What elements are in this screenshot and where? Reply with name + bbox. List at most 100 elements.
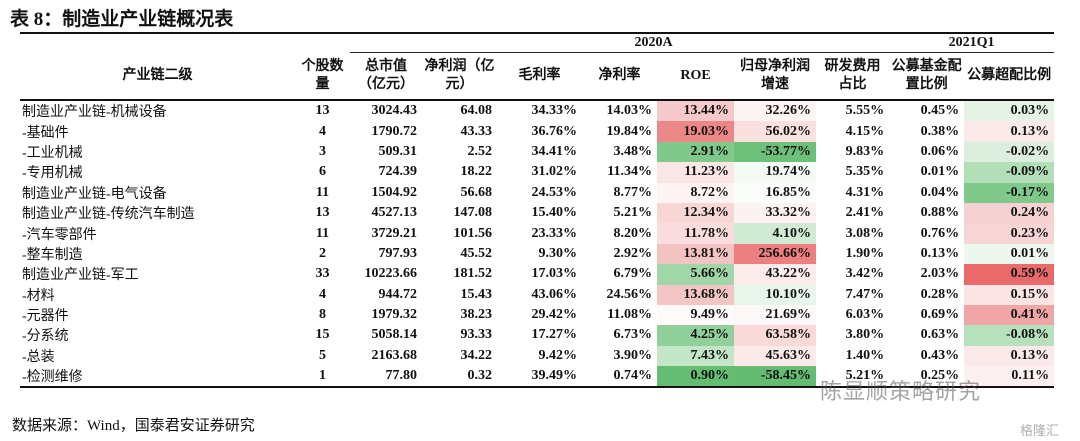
- column-header: 公募超配比例: [964, 52, 1055, 101]
- table-cell: 0.76%: [920, 225, 960, 241]
- table-cell: 33: [315, 266, 330, 282]
- table-cell: 1: [319, 368, 326, 384]
- table-cell: 6.79%: [613, 266, 653, 282]
- table-cell: 24.53%: [531, 184, 578, 200]
- table-cell: 4.25%: [657, 325, 734, 346]
- table-cell: 17.27%: [531, 327, 578, 343]
- table-cell: 15: [315, 327, 330, 343]
- table-cell: 9.49%: [657, 304, 734, 326]
- table-row: -材料 4 944.72 15.43 43.06% 24.56% 13.68% 10.10% 7…: [20, 284, 1055, 305]
- table-cell: 3.48%: [613, 143, 653, 159]
- table-cell: 8.77%: [613, 184, 653, 200]
- table-cell: -0.17%: [964, 182, 1055, 203]
- table-cell: 9.30%: [538, 245, 578, 261]
- table-cell: 9.83%: [845, 143, 885, 159]
- table-cell: 64.08: [460, 103, 493, 119]
- table-cell: -58.45%: [734, 366, 816, 388]
- table-cell: 8: [319, 307, 326, 323]
- table-cell: 0.04%: [920, 184, 960, 200]
- table-cell: 0.69%: [920, 307, 960, 323]
- table-cell: 56.02%: [734, 121, 816, 142]
- table-cell: 1979.32: [371, 307, 418, 323]
- table-cell: 0.28%: [920, 286, 960, 302]
- table-cell: 5.35%: [845, 164, 885, 180]
- table-cell: 7.43%: [657, 345, 734, 367]
- table-cell: -元器件: [22, 309, 69, 325]
- table-cell: 63.58%: [734, 325, 816, 346]
- table-cell: 10.10%: [734, 284, 816, 305]
- table-cell: 0.03%: [964, 100, 1055, 122]
- table-cell: 11.08%: [607, 307, 652, 323]
- table-header: 2020A 2021Q1 产业链二级 个股数量 总市值（亿元） 净利润（亿元） 毛利率净…: [20, 33, 1055, 101]
- table-cell: 制造业产业链-军工: [22, 268, 139, 284]
- group-header: 2021Q1: [889, 33, 1055, 53]
- table-cell: 5.55%: [845, 103, 885, 119]
- column-header: 归母净利润增速: [734, 52, 816, 101]
- table-cell: 15.43: [460, 286, 493, 302]
- table-row: -总装 5 2163.68 34.22 9.42% 3.90% 7.43% 45.63% 1.4…: [20, 345, 1055, 367]
- table-cell: 5: [319, 347, 326, 363]
- table-cell: 3024.43: [371, 103, 418, 119]
- table-row: -检测维修 1 77.80 0.32 39.49% 0.74% 0.90% -58.45% 5.…: [20, 366, 1055, 388]
- table-cell: 3: [319, 143, 326, 159]
- table-cell: 43.06%: [531, 286, 578, 302]
- table-cell: 724.39: [378, 164, 418, 180]
- table-cell: 6.03%: [845, 307, 885, 323]
- column-row: 产业链二级 个股数量 总市值（亿元） 净利润（亿元） 毛利率 净利率 ROE 归母净利润增速研…: [20, 52, 1055, 101]
- table-cell: 3.90%: [613, 347, 653, 363]
- table-row: 制造业产业链-传统汽车制造 13 4527.13 147.08 15.40% 5.21% 1…: [20, 202, 1055, 224]
- table-cell: 36.76%: [531, 123, 578, 139]
- table-cell: 7.47%: [845, 286, 885, 302]
- table-cell: 5.66%: [657, 264, 734, 285]
- table-cell: 2: [319, 245, 326, 261]
- table-cell: 181.52: [453, 266, 493, 282]
- table-row: 制造业产业链-电气设备 11 1504.92 56.68 24.53% 8.77% 8.72…: [20, 182, 1055, 203]
- table-cell: 6.73%: [613, 327, 653, 343]
- table-cell: 8.20%: [613, 225, 653, 241]
- watermark: 陈显顺策略研究: [820, 380, 982, 405]
- table-cell: 0.90%: [657, 366, 734, 388]
- table-cell: 8.72%: [657, 182, 734, 203]
- table-cell: 32.26%: [734, 100, 816, 122]
- table-cell: 4527.13: [371, 205, 418, 221]
- table-cell: 0.41%: [964, 304, 1055, 326]
- table-cell: 13: [315, 103, 330, 119]
- table-cell: -材料: [22, 288, 55, 304]
- table-cell: -基础件: [22, 125, 69, 141]
- table-cell: 34.41%: [531, 143, 578, 159]
- table-cell: 1504.92: [371, 184, 418, 200]
- table-cell: 1790.72: [371, 123, 418, 139]
- table-cell: 147.08: [453, 205, 493, 221]
- table-cell: -汽车零部件: [22, 227, 97, 243]
- table-cell: 13.68%: [657, 284, 734, 305]
- table-cell: 18.22: [460, 164, 493, 180]
- table-cell: 509.31: [378, 143, 418, 159]
- table-cell: 0.32: [467, 368, 493, 384]
- table-cell: 1.90%: [845, 245, 885, 261]
- table-cell: 13.44%: [657, 100, 734, 122]
- column-header: 毛利率: [497, 52, 582, 101]
- column-header: 公募基金配置比例: [889, 52, 965, 101]
- table-row: 制造业产业链-机械设备 13 3024.43 64.08 34.33% 14.03% 13.…: [20, 100, 1055, 122]
- table-cell: 6: [319, 164, 326, 180]
- table-cell: 0.23%: [964, 223, 1055, 244]
- table-cell: -整车制造: [22, 247, 83, 263]
- column-header: 研发费用占比: [816, 52, 890, 101]
- table-cell: 3.42%: [845, 266, 885, 282]
- table-cell: 制造业产业链-传统汽车制造: [22, 207, 195, 223]
- source-note: 数据来源：Wind，国泰君安证券研究: [12, 418, 255, 434]
- group-header: 2020A: [350, 33, 890, 53]
- table-cell: 39.49%: [531, 368, 578, 384]
- table-cell: 5.21%: [845, 368, 885, 384]
- table-cell: 2163.68: [371, 347, 418, 363]
- table-body: 制造业产业链-机械设备 13 3024.43 64.08 34.33% 14.03% 13.…: [20, 100, 1055, 388]
- table-cell: 0.63%: [920, 327, 960, 343]
- table-cell: 24.56%: [606, 286, 653, 302]
- table-row: -整车制造 2 797.93 45.52 9.30% 2.92% 13.81% 256.66%…: [20, 243, 1055, 265]
- table-cell: 797.93: [378, 245, 418, 261]
- table-cell: 13.81%: [657, 243, 734, 265]
- table-cell: -0.09%: [964, 162, 1055, 183]
- table-cell: -0.02%: [964, 141, 1055, 163]
- table-cell: 3.80%: [845, 327, 885, 343]
- table-cell: 45.52: [460, 245, 493, 261]
